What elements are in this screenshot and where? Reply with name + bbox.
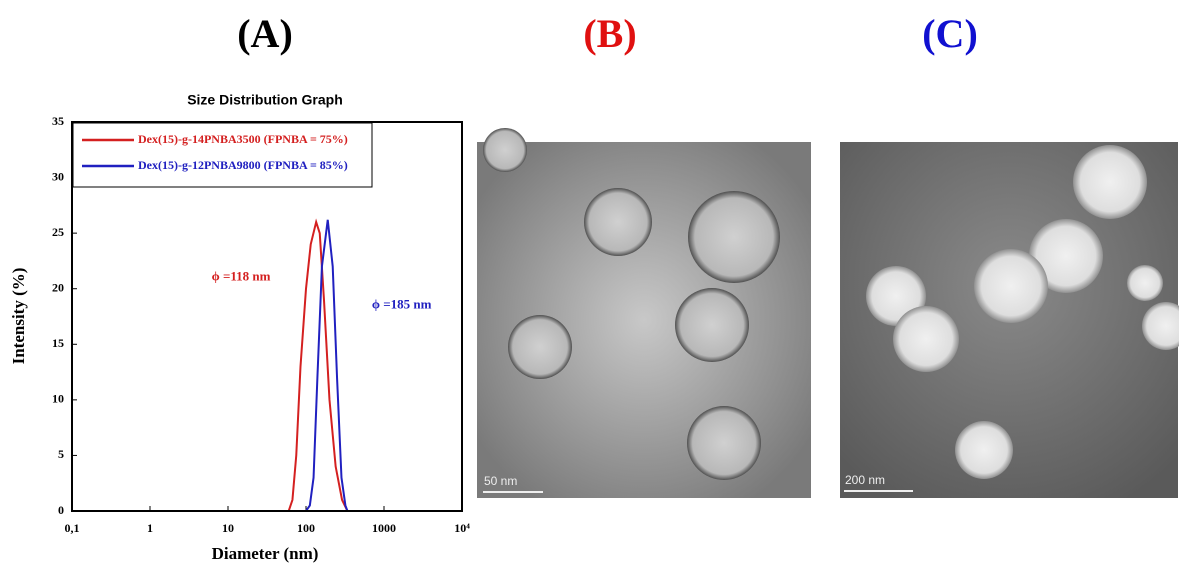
tem-image: 50 nm [477,128,811,498]
legend-box [72,122,373,188]
scale-bar-label: 50 nm [484,474,517,488]
y-tick-label: 0 [58,503,64,517]
data-line [118,219,462,512]
panel-label: (C) [922,11,978,56]
annotation: ϕ =185 nm [372,296,432,311]
y-tick-label: 20 [52,280,64,294]
y-tick-label: 30 [52,169,64,183]
panel-label: (B) [583,11,636,56]
y-tick-label: 15 [52,336,64,350]
y-tick-label: 10 [52,392,64,406]
data-line [118,218,462,512]
chart-title: Size Distribution Graph [187,92,343,108]
legend-label: Dex(15)-g-12PNBA9800 (FPNBA = 85%) [138,158,348,172]
x-tick-label: 1000 [372,521,396,535]
legend-label: Dex(15)-g-14PNBA3500 (FPNBA = 75%) [138,132,348,146]
x-tick-label: 100 [297,521,315,535]
x-tick-label: 10⁴ [454,521,470,535]
y-tick-label: 25 [52,225,64,239]
x-tick-label: 10 [222,521,234,535]
plot-frame [71,121,463,512]
annotation: ϕ =118 nm [212,269,271,284]
x-tick-label: 1 [147,521,153,535]
y-axis-label: Intensity (%) [9,268,28,365]
panel-label: (A) [237,11,293,56]
scale-bar-label: 200 nm [845,473,885,487]
x-axis-label: Diameter (nm) [212,544,319,563]
y-tick-label: 5 [58,447,64,461]
y-tick-label: 35 [52,114,64,128]
tem-image: 200 nm [840,142,1179,498]
x-tick-label: 0,1 [65,521,80,535]
